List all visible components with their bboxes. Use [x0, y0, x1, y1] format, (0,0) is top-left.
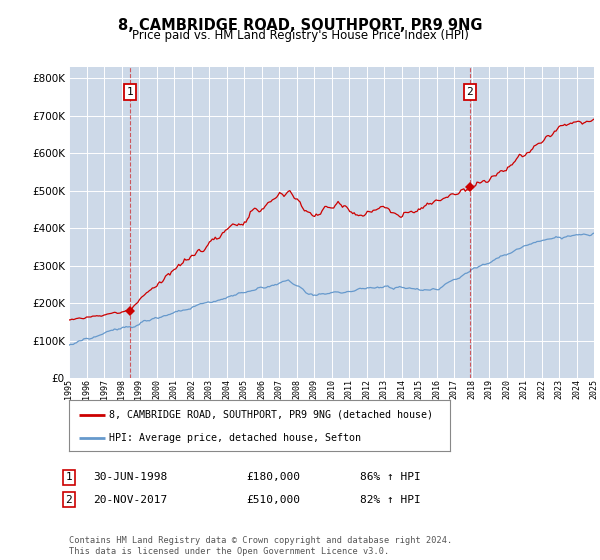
Text: Price paid vs. HM Land Registry's House Price Index (HPI): Price paid vs. HM Land Registry's House …: [131, 29, 469, 42]
Text: 82% ↑ HPI: 82% ↑ HPI: [360, 494, 421, 505]
Text: 1: 1: [127, 87, 134, 97]
Text: 30-JUN-1998: 30-JUN-1998: [93, 472, 167, 482]
Text: 8, CAMBRIDGE ROAD, SOUTHPORT, PR9 9NG: 8, CAMBRIDGE ROAD, SOUTHPORT, PR9 9NG: [118, 18, 482, 33]
Text: 20-NOV-2017: 20-NOV-2017: [93, 494, 167, 505]
Text: 2: 2: [466, 87, 473, 97]
Text: 86% ↑ HPI: 86% ↑ HPI: [360, 472, 421, 482]
Text: £510,000: £510,000: [246, 494, 300, 505]
Text: 2: 2: [65, 494, 73, 505]
Text: 1: 1: [65, 472, 73, 482]
Text: Contains HM Land Registry data © Crown copyright and database right 2024.
This d: Contains HM Land Registry data © Crown c…: [69, 536, 452, 556]
Text: HPI: Average price, detached house, Sefton: HPI: Average price, detached house, Seft…: [109, 433, 361, 443]
Text: 8, CAMBRIDGE ROAD, SOUTHPORT, PR9 9NG (detached house): 8, CAMBRIDGE ROAD, SOUTHPORT, PR9 9NG (d…: [109, 409, 433, 419]
Text: £180,000: £180,000: [246, 472, 300, 482]
